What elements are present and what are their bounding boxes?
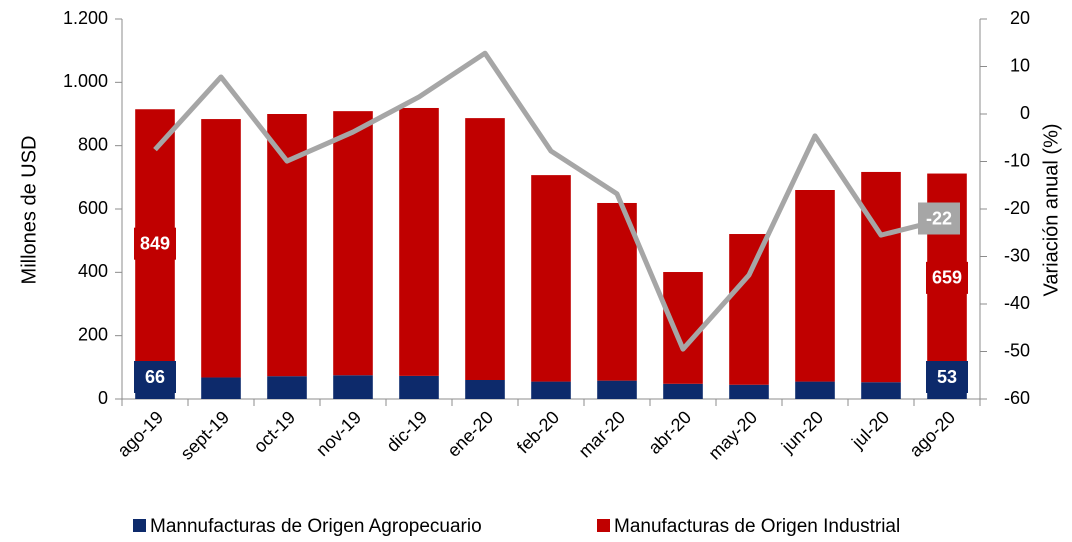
y-tick-label: 600 bbox=[78, 198, 108, 218]
bar bbox=[597, 380, 637, 399]
x-tick-label: oct-19 bbox=[250, 407, 300, 457]
bar bbox=[597, 202, 637, 381]
value-label: -22 bbox=[918, 202, 960, 235]
legend-label: Manufacturas de Origen Industrial bbox=[614, 516, 900, 537]
label-box bbox=[926, 361, 968, 393]
value-label-text: 53 bbox=[937, 367, 957, 387]
y-tick-label: 1.000 bbox=[63, 71, 108, 91]
x-tick-label: abr-20 bbox=[644, 407, 695, 458]
y2-tick-label: 10 bbox=[1010, 55, 1030, 75]
bar bbox=[861, 382, 901, 399]
bar bbox=[267, 376, 307, 399]
bar bbox=[795, 190, 835, 382]
value-label-text: 849 bbox=[140, 233, 170, 253]
bar bbox=[399, 107, 439, 376]
value-label-text: 66 bbox=[145, 367, 165, 387]
legend-swatch bbox=[597, 519, 610, 532]
y2-tick-label: -30 bbox=[1004, 245, 1030, 265]
y2-tick-label: -20 bbox=[1004, 198, 1030, 218]
bar bbox=[729, 384, 769, 399]
x-tick-label: jul-20 bbox=[847, 407, 893, 453]
value-label-text: -22 bbox=[926, 208, 952, 228]
x-tick-label: may-20 bbox=[705, 407, 762, 464]
value-label: 659 bbox=[926, 261, 968, 294]
label-box bbox=[918, 202, 960, 235]
bar bbox=[663, 383, 703, 399]
label-box bbox=[134, 361, 176, 393]
bar bbox=[333, 375, 373, 399]
y-axis-label: Millones de USD bbox=[18, 136, 40, 285]
y-tick-label: 1.200 bbox=[63, 8, 108, 28]
x-tick-label: ago-19 bbox=[113, 407, 167, 461]
bar bbox=[333, 111, 373, 376]
value-label-text: 659 bbox=[932, 268, 962, 288]
legend-swatch bbox=[133, 519, 146, 532]
bar bbox=[201, 377, 241, 399]
x-tick-label: dic-19 bbox=[382, 407, 431, 456]
bar bbox=[861, 171, 901, 383]
y2-axis-label: Variación anual (%) bbox=[1040, 123, 1062, 296]
x-tick-label: mar-20 bbox=[575, 407, 629, 461]
y-tick-label: 200 bbox=[78, 324, 108, 344]
y-tick-label: 0 bbox=[98, 388, 108, 408]
bar bbox=[531, 381, 571, 399]
bar bbox=[465, 118, 505, 380]
bar bbox=[663, 272, 703, 384]
x-tick-label: ago-20 bbox=[905, 407, 959, 461]
x-tick-label: jun-20 bbox=[777, 407, 827, 457]
y2-tick-label: 20 bbox=[1010, 8, 1030, 28]
x-tick-label: ene-20 bbox=[443, 407, 497, 461]
y2-tick-label: -40 bbox=[1004, 293, 1030, 313]
x-tick-label: nov-19 bbox=[312, 407, 365, 460]
value-label: 66 bbox=[134, 361, 176, 393]
y2-tick-label: -50 bbox=[1004, 340, 1030, 360]
value-label: 53 bbox=[926, 361, 968, 393]
y-tick-label: 800 bbox=[78, 134, 108, 154]
x-tick-label: feb-20 bbox=[513, 407, 563, 457]
y2-tick-label: -10 bbox=[1004, 150, 1030, 170]
label-box bbox=[926, 261, 968, 294]
bar bbox=[399, 375, 439, 399]
legend-label: Mannufacturas de Origen Agropecuario bbox=[150, 516, 482, 537]
value-label: 849 bbox=[134, 227, 176, 260]
x-tick-label: sept-19 bbox=[177, 407, 234, 464]
bar bbox=[465, 380, 505, 399]
label-box bbox=[134, 227, 176, 260]
bar bbox=[531, 175, 571, 382]
bar bbox=[795, 381, 835, 399]
y2-tick-label: 0 bbox=[1020, 103, 1030, 123]
y-tick-label: 400 bbox=[78, 261, 108, 281]
line bbox=[153, 50, 948, 352]
bar bbox=[729, 234, 769, 385]
bar bbox=[201, 119, 241, 378]
y2-tick-label: -60 bbox=[1004, 388, 1030, 408]
